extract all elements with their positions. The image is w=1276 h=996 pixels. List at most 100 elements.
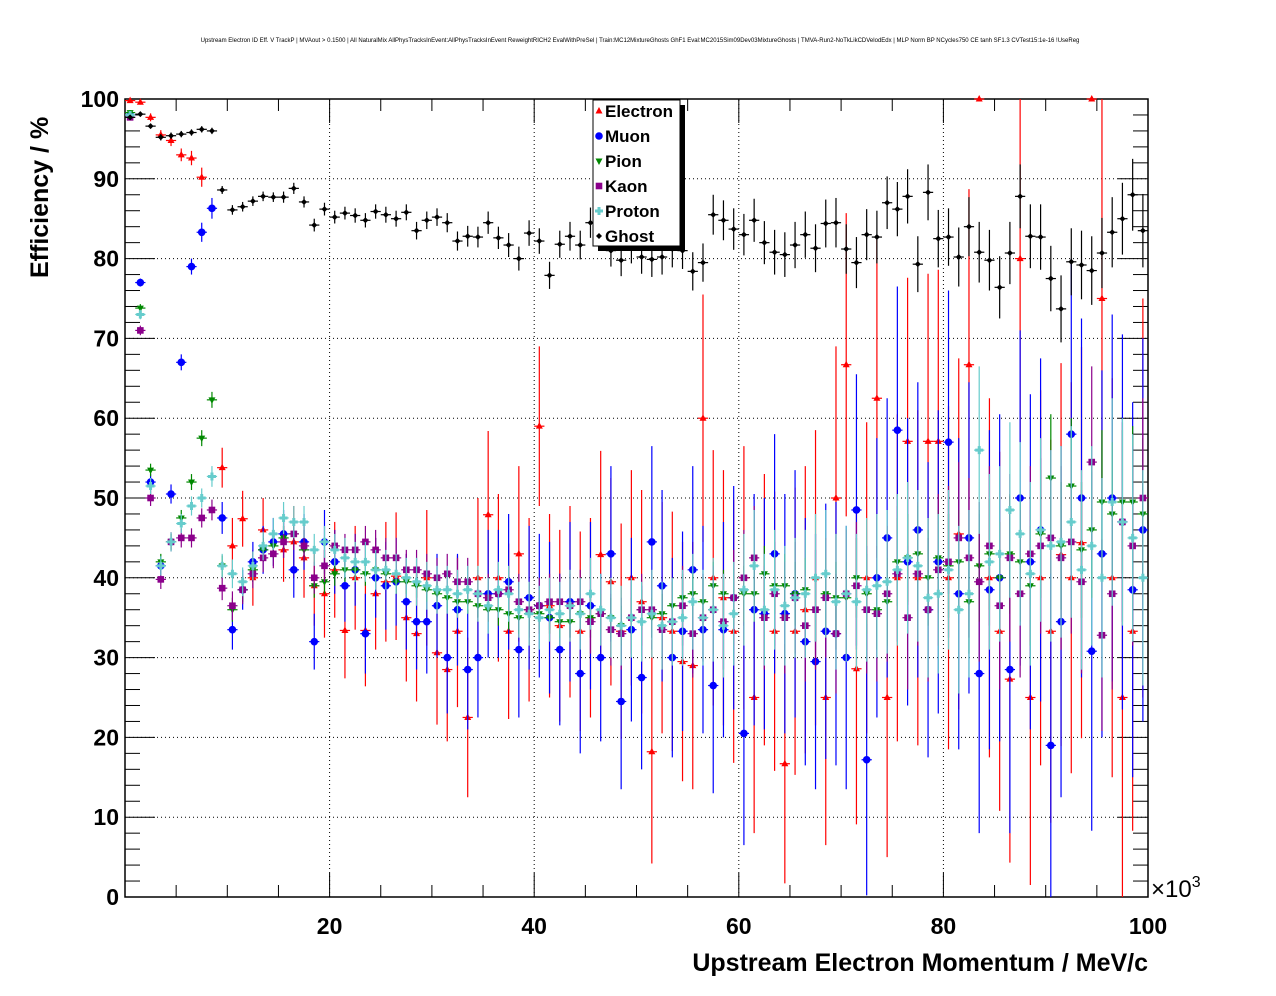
legend-entry-pion: Pion (595, 152, 642, 171)
marker-circle (893, 426, 902, 434)
data-point-electron (186, 150, 197, 166)
data-point-ghost (728, 208, 739, 250)
marker-cross (555, 609, 564, 618)
series-ghost (125, 111, 1148, 343)
data-point-proton (779, 545, 790, 666)
marker-triangle-down (187, 479, 195, 487)
data-point-proton (339, 537, 351, 578)
marker-cross (167, 537, 176, 546)
marker-cross (1016, 529, 1025, 538)
marker-square (310, 574, 318, 582)
marker-circle (402, 597, 411, 606)
marker-diamond (863, 231, 870, 238)
marker-cross (1118, 517, 1127, 526)
data-point-proton (329, 533, 340, 566)
data-point-electron (534, 346, 545, 506)
marker-square (157, 576, 165, 583)
marker-circle (740, 729, 748, 738)
data-point-proton (217, 553, 228, 578)
y-tick-label: 40 (93, 565, 119, 591)
marker-diamond (321, 206, 328, 213)
marker-triangle-up (1016, 254, 1024, 262)
data-point-electron (125, 96, 136, 104)
grid-lines (125, 99, 1148, 897)
data-point-proton (841, 525, 852, 662)
marker-cross (259, 541, 268, 550)
data-point-proton (902, 482, 913, 634)
marker-cross (320, 537, 329, 546)
marker-diamond (311, 222, 318, 229)
marker-triangle-up (924, 437, 932, 444)
marker-cross (392, 569, 401, 578)
data-point-proton (656, 581, 668, 670)
marker-cross (1138, 573, 1147, 582)
marker-diamond (382, 211, 389, 218)
marker-diamond (413, 227, 420, 234)
data-point-proton (943, 490, 954, 650)
data-point-ghost (483, 211, 494, 234)
marker-diamond (403, 209, 410, 216)
data-point-proton (769, 529, 780, 650)
legend-entry-kaon: Kaon (595, 177, 648, 196)
data-point-proton (595, 573, 606, 646)
marker-cross (1128, 533, 1137, 542)
data-point-muon (360, 593, 371, 674)
data-point-electron (196, 167, 207, 187)
marker-cross (821, 569, 830, 578)
marker-circle (1087, 647, 1096, 656)
marker-cross (289, 517, 298, 526)
marker-triangle-up (781, 759, 789, 767)
marker-cross (791, 593, 800, 602)
marker-diamond (352, 212, 359, 219)
marker-diamond (372, 208, 379, 215)
data-point-ghost (892, 181, 903, 237)
data-point-proton (503, 565, 514, 622)
data-point-ghost (902, 169, 913, 224)
marker-diamond (301, 198, 308, 205)
data-point-proton (697, 569, 709, 666)
marker-diamond (1027, 233, 1034, 240)
data-point-ghost (462, 225, 473, 247)
marker-diamond (740, 231, 747, 238)
marker-cross (310, 545, 319, 554)
data-point-proton (421, 561, 432, 610)
data-point-proton (820, 509, 831, 638)
marker-diamond (1119, 215, 1126, 222)
data-point-ghost (206, 127, 218, 135)
data-point-ghost (452, 231, 463, 251)
data-point-ghost (953, 227, 964, 287)
legend-label: Kaon (605, 177, 648, 196)
marker-cross (371, 565, 380, 574)
marker-triangle-up (187, 154, 195, 161)
marker-diamond (976, 249, 983, 256)
marker-triangle-up (167, 136, 175, 143)
marker-cross (187, 501, 196, 510)
data-point-proton (1096, 478, 1108, 678)
legend-marker-electron-icon (595, 107, 603, 114)
marker-diamond (229, 206, 236, 213)
marker-cross (300, 517, 309, 526)
marker-cross (1108, 497, 1117, 506)
data-point-ghost (1004, 221, 1016, 285)
marker-cross (535, 613, 544, 622)
marker-cross (627, 613, 636, 622)
data-point-ghost (759, 221, 770, 265)
data-point-proton (411, 557, 422, 606)
marker-cross (617, 621, 626, 630)
data-point-proton (667, 577, 678, 666)
marker-cross (606, 613, 615, 622)
marker-square (229, 602, 236, 610)
marker-cross (678, 613, 687, 622)
legend-entry-electron: Electron (595, 102, 673, 121)
data-point-ghost (871, 210, 883, 264)
legend-label: Proton (605, 202, 660, 221)
marker-cross (1067, 517, 1076, 526)
data-point-ghost (1137, 193, 1148, 268)
data-point-ghost (534, 228, 545, 254)
data-point-proton (319, 525, 330, 558)
marker-circle (555, 645, 564, 654)
data-point-ghost (1035, 204, 1046, 270)
marker-cross (351, 557, 360, 566)
marker-diamond (638, 254, 645, 261)
marker-cross (698, 613, 707, 622)
